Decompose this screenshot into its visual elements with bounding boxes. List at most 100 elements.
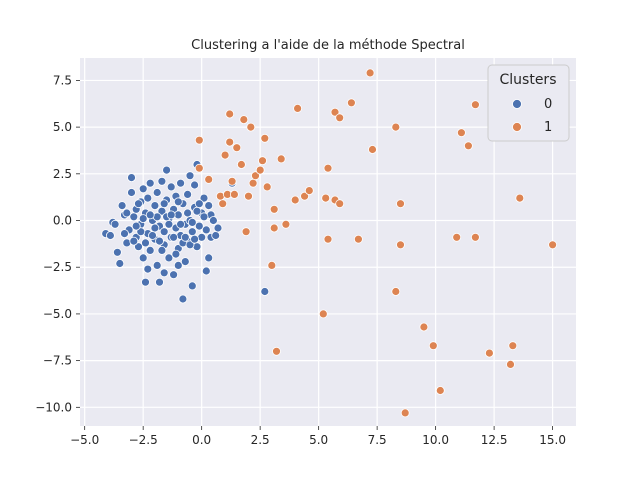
point-cluster-0 (117, 201, 127, 211)
point-cluster-0 (180, 232, 190, 242)
point-cluster-0 (169, 270, 179, 280)
y-tick-label: 7.5 (53, 73, 72, 87)
point-cluster-1 (251, 171, 260, 181)
point-cluster-1 (194, 163, 204, 173)
legend-label-cluster-0: 0 (544, 97, 552, 112)
point-cluster-1 (506, 359, 515, 369)
point-cluster-1 (346, 98, 356, 108)
point-cluster-0 (145, 245, 155, 255)
point-cluster-1 (227, 176, 237, 186)
point-cluster-1 (304, 186, 314, 196)
point-cluster-0 (204, 201, 214, 211)
point-cluster-0 (157, 176, 167, 186)
point-cluster-1 (396, 240, 405, 250)
point-cluster-1 (239, 115, 249, 124)
point-cluster-0 (164, 253, 174, 263)
y-tick-label: −10.0 (35, 400, 72, 414)
y-tick-label: −7.5 (43, 354, 72, 368)
legend-box (487, 64, 570, 142)
point-cluster-1 (225, 137, 235, 147)
point-cluster-1 (267, 260, 277, 270)
x-tick-label: 5.0 (309, 433, 328, 447)
point-cluster-1 (428, 341, 438, 351)
point-cluster-1 (452, 232, 462, 242)
x-tick-label: 10.0 (422, 433, 449, 447)
point-cluster-0 (185, 240, 195, 250)
point-cluster-0 (190, 234, 200, 244)
point-cluster-0 (166, 182, 176, 192)
point-cluster-0 (134, 199, 143, 209)
point-cluster-0 (159, 227, 169, 237)
point-cluster-1 (335, 113, 345, 123)
point-cluster-1 (236, 160, 246, 169)
point-cluster-0 (201, 225, 211, 235)
point-cluster-0 (176, 219, 186, 229)
point-cluster-0 (171, 249, 181, 259)
point-cluster-0 (169, 232, 179, 242)
point-cluster-0 (187, 217, 197, 227)
point-cluster-0 (129, 236, 139, 246)
point-cluster-0 (194, 199, 204, 209)
point-cluster-0 (141, 238, 150, 248)
point-cluster-1 (484, 348, 494, 358)
point-cluster-0 (180, 257, 190, 267)
point-cluster-1 (241, 227, 251, 237)
x-tick-label: −2.5 (129, 433, 158, 447)
point-cluster-1 (276, 154, 286, 164)
point-cluster-0 (173, 197, 183, 207)
x-tick-label: −5.0 (70, 433, 99, 447)
point-cluster-0 (106, 231, 115, 240)
point-cluster-1 (508, 341, 518, 351)
point-cluster-0 (159, 268, 169, 278)
point-cluster-0 (166, 210, 176, 220)
point-cluster-1 (232, 143, 242, 153)
y-tick-label: −5.0 (43, 307, 72, 321)
point-cluster-1 (229, 189, 239, 199)
chart-title: Clustering a l'aide de la méthode Spectr… (191, 38, 465, 53)
point-cluster-0 (134, 242, 143, 252)
point-cluster-1 (321, 193, 331, 203)
point-cluster-1 (204, 174, 214, 184)
point-cluster-1 (548, 240, 557, 250)
point-cluster-0 (120, 229, 129, 239)
point-cluster-1 (269, 204, 279, 214)
point-cluster-1 (260, 133, 270, 143)
point-cluster-0 (152, 188, 162, 197)
point-cluster-1 (220, 150, 230, 160)
point-cluster-0 (260, 287, 270, 296)
x-axis-ticks: −5.0 −2.5 0.0 2.5 5.0 7.5 10.0 12.5 15.0 (70, 426, 566, 447)
point-cluster-1 (300, 191, 310, 201)
point-cluster-0 (131, 221, 141, 231)
point-cluster-0 (138, 184, 148, 194)
point-cluster-0 (127, 173, 136, 183)
x-tick-label: 7.5 (368, 433, 387, 447)
point-cluster-0 (173, 260, 183, 270)
point-cluster-0 (183, 208, 193, 218)
point-cluster-0 (150, 223, 160, 233)
point-cluster-1 (281, 219, 291, 229)
point-cluster-0 (213, 223, 223, 233)
point-cluster-1 (365, 68, 375, 78)
point-cluster-0 (211, 231, 221, 240)
point-cluster-1 (248, 178, 258, 188)
point-cluster-0 (185, 171, 195, 181)
point-cluster-1 (290, 195, 300, 205)
legend-title: Clusters (500, 72, 557, 88)
point-cluster-0 (143, 264, 153, 274)
point-cluster-1 (391, 287, 401, 296)
point-cluster-0 (113, 247, 122, 257)
point-cluster-1 (456, 128, 466, 138)
legend-marker-cluster-0 (512, 99, 522, 109)
point-cluster-1 (269, 223, 279, 233)
y-axis-ticks: 7.5 5.0 2.5 0.0 −2.5 −5.0 −7.5 −10.0 (35, 73, 80, 414)
point-cluster-0 (194, 221, 204, 231)
point-cluster-1 (470, 232, 480, 242)
point-cluster-0 (138, 214, 148, 224)
point-cluster-1 (391, 122, 401, 132)
point-cluster-1 (335, 199, 345, 209)
point-cluster-0 (152, 260, 162, 270)
point-cluster-0 (176, 178, 186, 188)
point-cluster-0 (199, 212, 209, 222)
point-cluster-0 (155, 277, 164, 287)
point-cluster-1 (272, 346, 281, 356)
